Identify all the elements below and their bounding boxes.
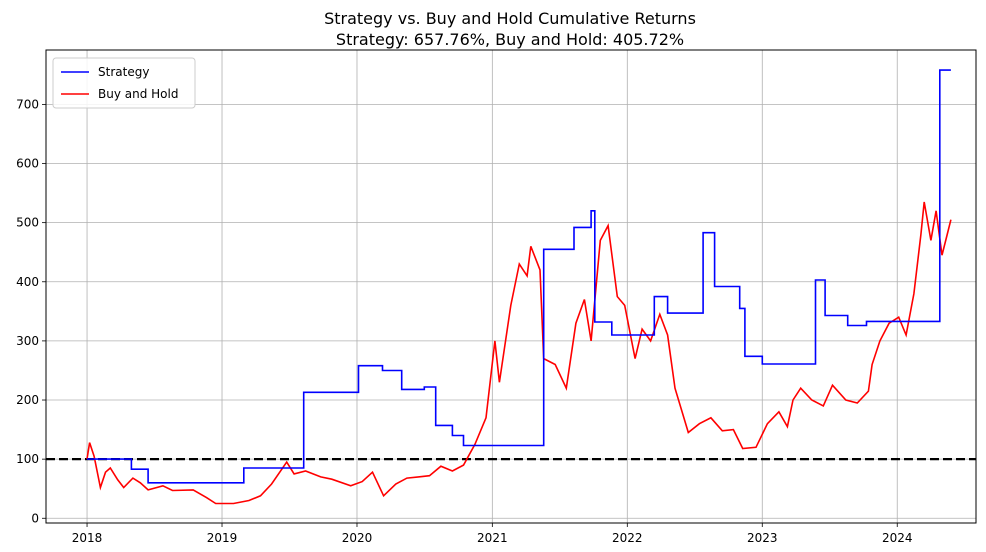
- x-tick-label: 2020: [342, 531, 373, 545]
- y-tick-label: 200: [16, 393, 39, 407]
- y-tick-label: 100: [16, 452, 39, 466]
- chart-subtitle: Strategy: 657.76%, Buy and Hold: 405.72%: [336, 30, 684, 49]
- x-tick-label: 2019: [207, 531, 238, 545]
- plot-frame: [45, 49, 977, 524]
- series-layer: [86, 69, 952, 505]
- x-tick-label: 2021: [477, 531, 508, 545]
- y-tick-label: 700: [16, 97, 39, 111]
- y-tick-label: 400: [16, 275, 39, 289]
- y-tick-label: 500: [16, 216, 39, 230]
- x-tick-label: 2018: [72, 531, 103, 545]
- y-tick-label: 600: [16, 157, 39, 171]
- grid-layer: [46, 50, 976, 523]
- chart-title: Strategy vs. Buy and Hold Cumulative Ret…: [324, 9, 696, 28]
- legend-box: [52, 57, 196, 109]
- strategy-series-line: [87, 69, 951, 484]
- buy-and-hold-series-line: [86, 201, 952, 505]
- legend-label-strategy: Strategy: [98, 65, 149, 79]
- legend-label-buy-and-hold: Buy and Hold: [98, 87, 178, 101]
- x-tick-label: 2022: [612, 531, 643, 545]
- y-tick-label: 0: [31, 511, 39, 525]
- x-tick-label: 2024: [882, 531, 913, 545]
- x-tick-label: 2023: [747, 531, 778, 545]
- tick-layer: 2018 2019 2020 2021 2022 2023 2024 0 100 200 300 40…: [16, 97, 912, 545]
- legend: Strategy Buy and Hold: [52, 57, 196, 109]
- y-tick-label: 300: [16, 334, 39, 348]
